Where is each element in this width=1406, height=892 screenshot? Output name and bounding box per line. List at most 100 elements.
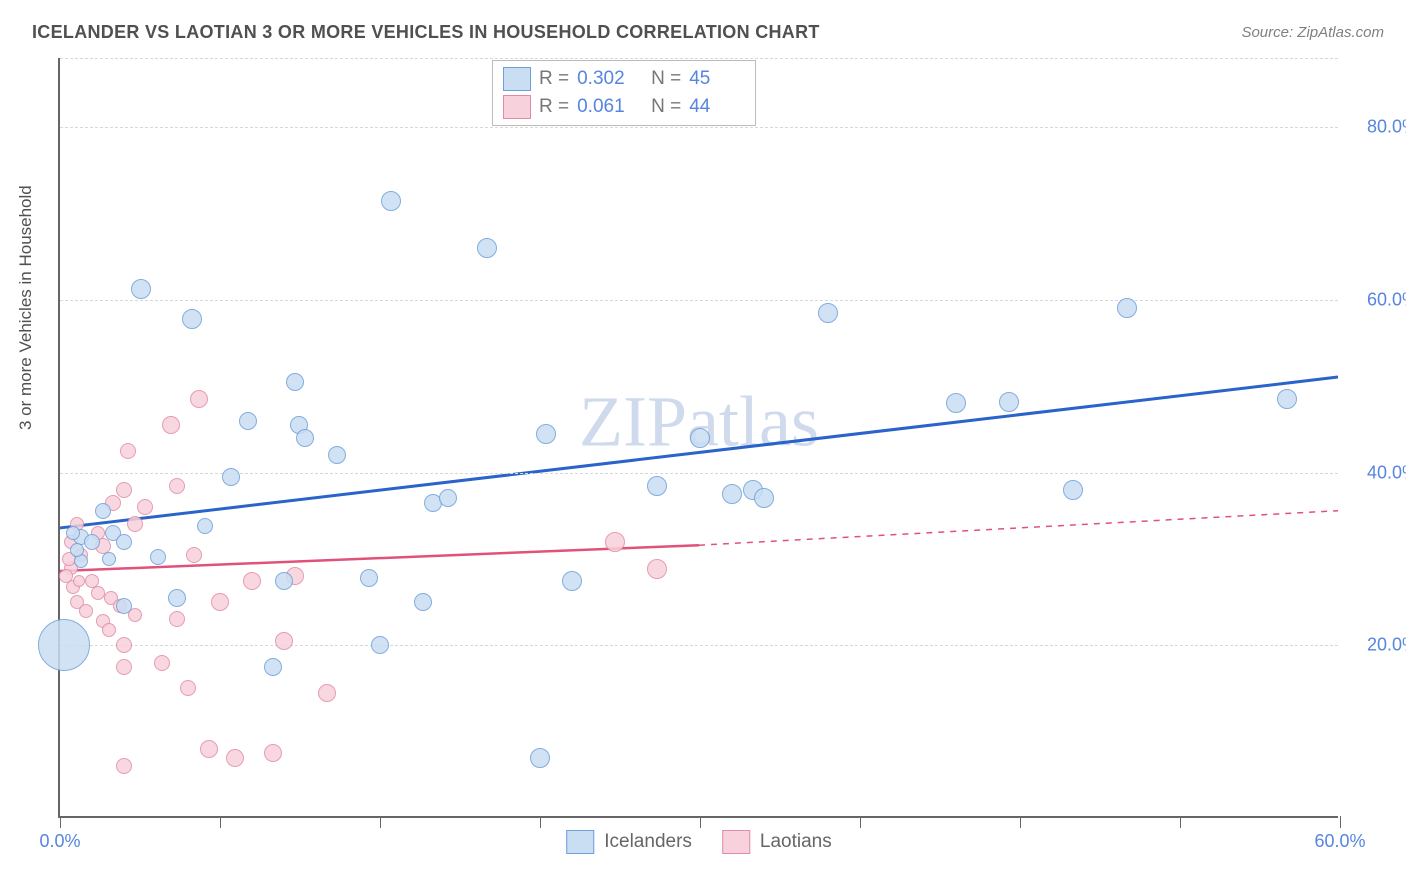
y-tick-label: 80.0% bbox=[1348, 117, 1406, 138]
scatter-point-icelanders bbox=[946, 393, 966, 413]
x-tick bbox=[1020, 816, 1021, 828]
scatter-point-laotians bbox=[264, 744, 282, 762]
scatter-point-icelanders bbox=[131, 279, 151, 299]
scatter-point-icelanders bbox=[84, 534, 100, 550]
scatter-point-laotians bbox=[169, 611, 185, 627]
x-tick bbox=[380, 816, 381, 828]
legend-swatch-icelanders bbox=[503, 67, 531, 91]
scatter-point-icelanders bbox=[168, 589, 186, 607]
source-attribution: Source: ZipAtlas.com bbox=[1241, 24, 1384, 41]
y-tick-label: 20.0% bbox=[1348, 635, 1406, 656]
scatter-point-laotians bbox=[275, 632, 293, 650]
scatter-point-laotians bbox=[226, 749, 244, 767]
gridline bbox=[60, 58, 1338, 59]
r-value-icelanders: 0.302 bbox=[577, 68, 633, 90]
x-tick bbox=[700, 816, 701, 828]
legend-swatch-laotians bbox=[722, 830, 750, 854]
scatter-point-icelanders bbox=[66, 526, 80, 540]
scatter-point-laotians bbox=[186, 547, 202, 563]
scatter-point-laotians bbox=[169, 478, 185, 494]
scatter-point-laotians bbox=[85, 574, 99, 588]
legend-swatch-icelanders bbox=[566, 830, 594, 854]
scatter-point-icelanders bbox=[197, 518, 213, 534]
correlation-legend: R = 0.302 N = 45 R = 0.061 N = 44 bbox=[492, 60, 756, 126]
scatter-point-laotians bbox=[605, 532, 625, 552]
scatter-point-laotians bbox=[127, 516, 143, 532]
scatter-point-laotians bbox=[116, 482, 132, 498]
scatter-point-icelanders bbox=[371, 636, 389, 654]
scatter-point-laotians bbox=[137, 499, 153, 515]
y-tick-label: 60.0% bbox=[1348, 289, 1406, 310]
x-tick bbox=[220, 816, 221, 828]
scatter-point-icelanders bbox=[296, 429, 314, 447]
scatter-point-laotians bbox=[180, 680, 196, 696]
scatter-point-laotians bbox=[73, 575, 85, 587]
plot-area: ZIPatlas R = 0.302 N = 45 R = 0.061 N = … bbox=[58, 58, 1338, 818]
scatter-point-icelanders bbox=[999, 392, 1019, 412]
legend-row-laotians: R = 0.061 N = 44 bbox=[503, 93, 745, 121]
series-legend-icelanders: Icelanders bbox=[566, 830, 692, 854]
r-value-laotians: 0.061 bbox=[577, 96, 633, 118]
scatter-point-laotians bbox=[318, 684, 336, 702]
scatter-point-laotians bbox=[162, 416, 180, 434]
scatter-point-icelanders bbox=[818, 303, 838, 323]
scatter-point-icelanders bbox=[222, 468, 240, 486]
scatter-point-icelanders bbox=[477, 238, 497, 258]
scatter-point-laotians bbox=[102, 623, 116, 637]
n-value-icelanders: 45 bbox=[689, 68, 745, 90]
scatter-point-icelanders bbox=[754, 488, 774, 508]
scatter-point-icelanders bbox=[530, 748, 550, 768]
gridline bbox=[60, 300, 1338, 301]
scatter-point-icelanders bbox=[95, 503, 111, 519]
y-tick-label: 40.0% bbox=[1348, 462, 1406, 483]
scatter-point-icelanders bbox=[536, 424, 556, 444]
scatter-point-icelanders bbox=[647, 476, 667, 496]
scatter-point-laotians bbox=[243, 572, 261, 590]
scatter-point-icelanders bbox=[562, 571, 582, 591]
x-tick bbox=[1180, 816, 1181, 828]
scatter-point-icelanders bbox=[414, 593, 432, 611]
scatter-point-icelanders bbox=[116, 534, 132, 550]
x-tick-label: 0.0% bbox=[39, 831, 80, 852]
scatter-point-laotians bbox=[154, 655, 170, 671]
n-label: N = bbox=[651, 96, 681, 118]
gridline bbox=[60, 473, 1338, 474]
scatter-point-icelanders bbox=[722, 484, 742, 504]
scatter-point-icelanders bbox=[328, 446, 346, 464]
scatter-point-icelanders bbox=[275, 572, 293, 590]
scatter-point-laotians bbox=[79, 604, 93, 618]
scatter-point-laotians bbox=[116, 637, 132, 653]
series-legend-laotians: Laotians bbox=[722, 830, 832, 854]
scatter-point-icelanders bbox=[381, 191, 401, 211]
scatter-point-icelanders bbox=[439, 489, 457, 507]
scatter-point-icelanders bbox=[286, 373, 304, 391]
scatter-point-laotians bbox=[211, 593, 229, 611]
r-label: R = bbox=[539, 68, 569, 90]
gridline bbox=[60, 645, 1338, 646]
n-label: N = bbox=[651, 68, 681, 90]
scatter-point-laotians bbox=[116, 659, 132, 675]
trendline bbox=[699, 511, 1338, 545]
chart-title: ICELANDER VS LAOTIAN 3 OR MORE VEHICLES … bbox=[32, 22, 820, 43]
scatter-point-laotians bbox=[200, 740, 218, 758]
correlation-scatter-chart: ICELANDER VS LAOTIAN 3 OR MORE VEHICLES … bbox=[0, 0, 1406, 892]
legend-row-icelanders: R = 0.302 N = 45 bbox=[503, 65, 745, 93]
scatter-point-icelanders bbox=[102, 552, 116, 566]
scatter-point-icelanders bbox=[182, 309, 202, 329]
x-tick bbox=[540, 816, 541, 828]
scatter-point-icelanders bbox=[239, 412, 257, 430]
scatter-point-icelanders bbox=[38, 619, 90, 671]
trendline bbox=[60, 377, 1338, 528]
series-label-laotians: Laotians bbox=[760, 831, 832, 853]
scatter-point-icelanders bbox=[360, 569, 378, 587]
scatter-point-icelanders bbox=[690, 428, 710, 448]
scatter-point-laotians bbox=[647, 559, 667, 579]
y-axis-label: 3 or more Vehicles in Household bbox=[16, 185, 36, 430]
scatter-point-icelanders bbox=[1277, 389, 1297, 409]
scatter-point-laotians bbox=[120, 443, 136, 459]
x-tick-label: 60.0% bbox=[1314, 831, 1365, 852]
gridline bbox=[60, 127, 1338, 128]
x-tick bbox=[60, 816, 61, 828]
legend-swatch-laotians bbox=[503, 95, 531, 119]
x-tick bbox=[1340, 816, 1341, 828]
